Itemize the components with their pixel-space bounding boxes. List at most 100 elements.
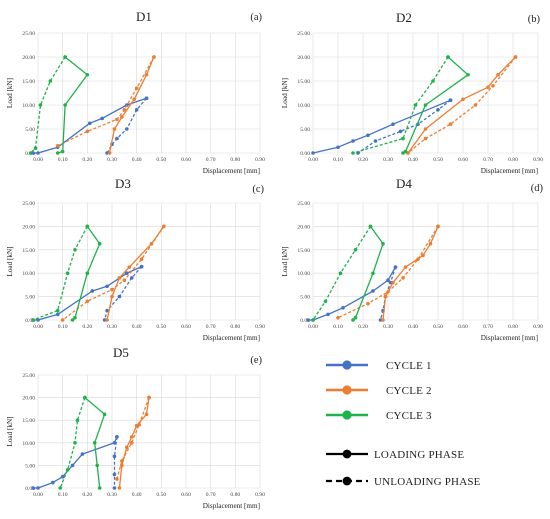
data-point-cycle-3: [85, 224, 90, 229]
data-point-cycle-3: [63, 55, 67, 59]
x-tick-label: 0.20: [82, 157, 92, 163]
data-point-cycle-1: [70, 463, 75, 468]
data-point-cycle-3: [97, 241, 102, 246]
series-cycle-2-loading: [108, 56, 155, 154]
y-axis-label: Load [kN]: [6, 416, 14, 446]
data-point-cycle-2: [391, 280, 395, 285]
x-tick-label: 0.30: [383, 157, 393, 163]
data-point-cycle-3: [55, 151, 60, 155]
data-point-cycle-2: [129, 441, 134, 445]
data-point-cycle-3: [403, 149, 408, 154]
x-tick-label: 0.40: [408, 324, 418, 330]
data-point-cycle-2: [115, 117, 119, 122]
x-axis-label: Displacement [mm]: [481, 167, 538, 175]
data-point-cycle-2: [366, 301, 370, 306]
x-tick-label: 0.30: [383, 324, 393, 330]
data-point-cycle-3: [431, 79, 435, 83]
x-tick-label: 0.00: [33, 157, 43, 163]
x-tick-label: 0.40: [132, 324, 142, 330]
data-point-cycle-1: [112, 472, 117, 477]
chart-panel-d1: D1 (a) 0.005.0010.0015.0020.0025.000.000…: [6, 9, 265, 175]
data-point-cycle-3: [95, 463, 99, 468]
series-cycle-2-loading: [407, 56, 516, 154]
x-tick-label: 0.70: [483, 157, 493, 163]
legend-item-cycle-2: CYCLE 2: [326, 385, 432, 397]
data-point-cycle-2: [132, 97, 136, 102]
data-point-cycle-1: [311, 151, 315, 155]
data-point-cycle-3: [33, 146, 38, 150]
x-tick-label: 0.10: [58, 157, 68, 163]
x-tick-label: 0.10: [333, 157, 343, 163]
data-point-cycle-2: [421, 253, 425, 258]
data-point-cycle-3: [446, 55, 450, 59]
y-tick-label: 0.00: [25, 486, 35, 492]
data-point-cycle-2: [117, 276, 122, 280]
y-tick-label: 20.00: [22, 55, 35, 61]
data-point-cycle-1: [371, 289, 375, 293]
x-tick-label: 0.50: [156, 324, 166, 330]
data-point-cycle-2: [491, 84, 495, 88]
data-point-cycle-2: [117, 486, 122, 490]
data-point-cycle-1: [391, 122, 395, 126]
panel-title: D5: [113, 345, 129, 360]
data-point-cycle-1: [378, 318, 383, 322]
y-tick-label: 5.00: [300, 295, 310, 301]
legend-label: CYCLE 1: [386, 360, 432, 372]
legend-marker: [342, 449, 352, 459]
data-point-cycle-2: [461, 97, 465, 102]
data-point-cycle-3: [311, 318, 315, 322]
data-point-cycle-1: [31, 486, 35, 490]
x-tick-label: 0.50: [433, 157, 443, 163]
data-point-cycle-3: [381, 241, 385, 246]
data-point-cycle-3: [466, 72, 470, 77]
data-point-cycle-2: [152, 55, 156, 59]
series-cycle-2-unloading: [407, 56, 517, 154]
data-point-cycle-2: [381, 318, 385, 322]
data-point-cycle-2: [110, 294, 114, 299]
y-tick-label: 15.00: [297, 79, 310, 85]
y-tick-label: 10.00: [22, 271, 35, 277]
x-axis-label: Displacement [mm]: [481, 334, 538, 342]
data-point-cycle-1: [115, 435, 119, 439]
legend-marker: [342, 360, 352, 370]
y-axis-label: Load [kN]: [281, 246, 289, 276]
data-point-cycle-3: [371, 271, 375, 276]
data-point-cycle-1: [125, 271, 129, 276]
x-tick-label: 0.60: [458, 157, 468, 163]
data-point-cycle-3: [73, 248, 77, 252]
legend-marker: [342, 410, 352, 420]
data-point-cycle-2: [144, 72, 149, 77]
y-tick-label: 0.00: [300, 151, 310, 157]
data-point-cycle-2: [125, 445, 129, 450]
x-tick-label: 0.00: [33, 492, 43, 498]
data-point-cycle-3: [413, 103, 418, 107]
x-tick-label: 0.70: [206, 157, 216, 163]
legend-item-cycle-3: CYCLE 3: [326, 410, 432, 422]
y-tick-label: 10.00: [22, 441, 35, 447]
data-point-cycle-2: [105, 318, 109, 322]
data-point-cycle-3: [85, 271, 90, 276]
y-tick-label: 25.00: [297, 201, 310, 207]
data-point-cycle-2: [107, 151, 112, 155]
data-point-cycle-1: [373, 139, 378, 143]
x-tick-label: 0.60: [181, 492, 191, 498]
x-tick-label: 0.90: [533, 157, 543, 163]
data-point-cycle-3: [65, 271, 70, 276]
data-point-cycle-2: [139, 257, 144, 261]
series-cycle-2-unloading: [116, 397, 150, 480]
data-point-cycle-2: [496, 72, 500, 77]
data-point-cycle-2: [336, 315, 340, 320]
y-tick-label: 15.00: [22, 248, 35, 254]
data-point-cycle-1: [105, 308, 109, 313]
y-tick-label: 5.00: [25, 463, 35, 469]
data-point-cycle-3: [423, 103, 428, 107]
x-tick-label: 0.00: [308, 157, 318, 163]
data-point-cycle-2: [428, 241, 433, 246]
data-point-cycle-1: [112, 441, 117, 445]
panel-letter: (e): [250, 355, 262, 366]
plot-area: 0.005.0010.0015.0020.0025.000.000.100.20…: [6, 31, 265, 175]
series-cycle-2-unloading: [337, 226, 439, 319]
